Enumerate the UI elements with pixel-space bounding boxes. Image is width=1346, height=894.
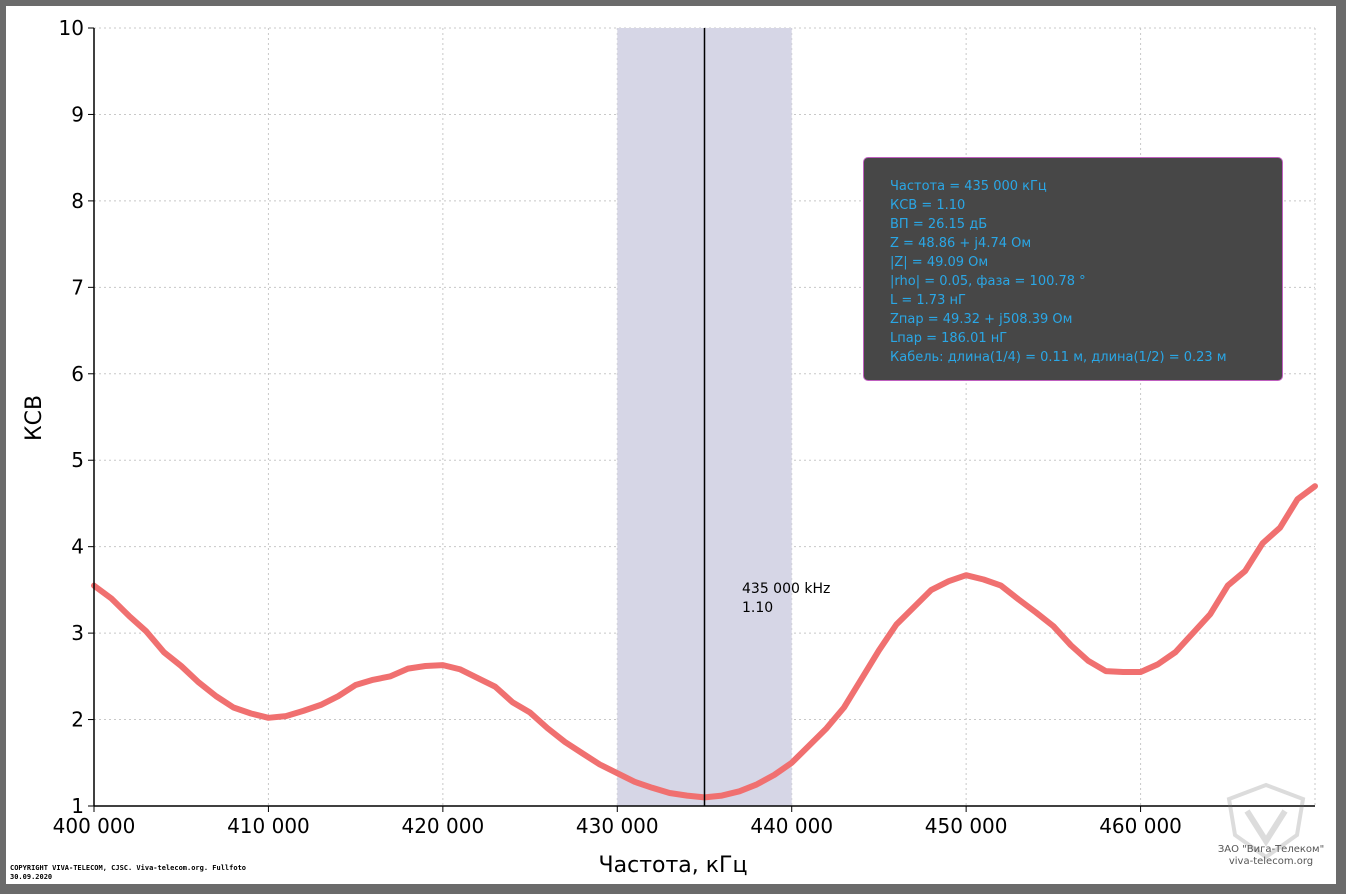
info-parallel-impedance: Zпар = 49.32 + j508.39 Ом [890,312,1073,327]
watermark-shield-icon [1226,782,1306,860]
info-swr: КСВ = 1.10 [890,198,966,213]
x-tick-label: 430 000 [576,814,659,838]
info-cable-length: Кабель: длина(1/4) = 0.11 м, длина(1/2) … [890,350,1227,365]
watermark-site: viva-telecom.org [1228,856,1314,867]
marker-value-label: 1.10 [742,600,773,616]
axes [88,27,1315,812]
x-tick-label: 420 000 [401,814,484,838]
info-reflection-coefficient: |rho| = 0.05, фаза = 100.78 ° [890,274,1086,289]
marker-info-box: Частота = 435 000 кГц КСВ = 1.10 ВП = 26… [863,157,1283,381]
x-axis-title: Частота, кГц [599,853,748,878]
y-tick-label: 2 [71,708,84,732]
info-impedance-magnitude: |Z| = 49.09 Ом [890,255,989,270]
x-tick-label: 410 000 [227,814,310,838]
y-tick-label: 9 [71,102,84,126]
x-tick-label: 440 000 [750,814,833,838]
marker-frequency-label: 435 000 kHz [742,581,830,597]
info-inductance: L = 1.73 нГ [890,293,966,308]
info-parallel-inductance: Lпар = 186.01 нГ [890,331,1008,346]
y-tick-label: 8 [71,189,84,213]
y-tick-label: 3 [71,621,84,645]
y-tick-label: 5 [71,448,84,472]
info-impedance: Z = 48.86 + j4.74 Ом [890,236,1032,251]
tick-labels: 1 2 3 4 5 6 7 8 9 10 400 000 410 000 420 000 430 000 4… [53,16,1182,838]
watermark-text: ЗАО "Вига-Телеком" viva-telecom.org [1206,844,1336,868]
y-tick-label: 4 [71,535,84,559]
y-axis-title: КСВ [22,395,47,441]
copyright-notice: COPYRIGHT VIVA-TELECOM, CJSC. Viva-telec… [10,864,246,882]
info-return-loss: ВП = 26.15 дБ [890,217,988,232]
x-tick-label: 450 000 [925,814,1008,838]
y-tick-label: 1 [71,794,84,818]
copyright-line: COPYRIGHT VIVA-TELECOM, CJSC. Viva-telec… [10,864,247,872]
y-tick-label: 10 [59,16,84,40]
swr-chart: 1 2 3 4 5 6 7 8 9 10 400 000 410 000 420 000 430 000 4… [22,16,1318,878]
watermark-company: ЗАО "Вига-Телеком" [1217,844,1325,855]
x-tick-label: 400 000 [53,814,136,838]
chart-frame: 1 2 3 4 5 6 7 8 9 10 400 000 410 000 420 000 430 000 4… [6,6,1336,884]
y-tick-label: 6 [71,362,84,386]
y-tick-label: 7 [71,275,84,299]
info-frequency: Частота = 435 000 кГц [890,179,1047,194]
copyright-date: 30.09.2020 [10,873,53,881]
x-tick-label: 460 000 [1099,814,1182,838]
